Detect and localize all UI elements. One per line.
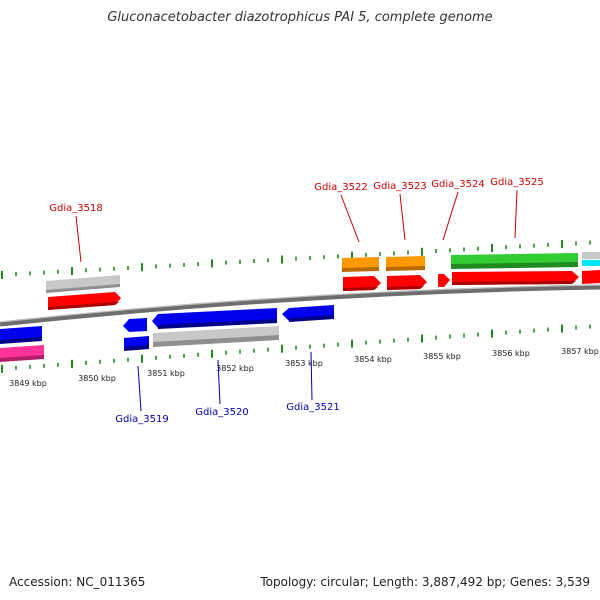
lower-tick-track xyxy=(1,324,591,373)
leader-line xyxy=(137,365,142,412)
leader-line xyxy=(310,351,313,401)
scale-label: 3850 kbp xyxy=(78,374,116,383)
leader-line xyxy=(399,193,406,241)
cds-feature-shadow xyxy=(387,286,424,290)
forward-gene-track xyxy=(46,252,600,310)
cds-feature-shadow xyxy=(48,302,119,310)
leader-line xyxy=(75,215,82,263)
leader-line xyxy=(442,191,459,241)
upper-tick-track xyxy=(1,240,591,279)
gene-label-gdia-3523[interactable]: Gdia_3523 xyxy=(373,181,426,192)
cds-feature-shadow xyxy=(343,287,378,291)
genome-title: Gluconacetobacter diazotrophicus PAI 5, … xyxy=(107,10,493,25)
cds-feature-shadow xyxy=(289,315,334,322)
scale-label: 3854 kbp xyxy=(354,355,392,364)
scale-label-group: 3849 kbp 3850 kbp 3851 kbp 3852 kbp 3853 kbp… xyxy=(9,347,599,388)
scale-label: 3852 kbp xyxy=(216,364,254,373)
gene-feature-shadow xyxy=(46,284,120,293)
gene-label-gdia-3518[interactable]: Gdia_3518 xyxy=(49,203,102,214)
leader-line xyxy=(217,359,221,405)
gene-label-gdia-3525[interactable]: Gdia_3525 xyxy=(490,177,543,188)
gene-feature[interactable] xyxy=(582,252,600,259)
gene-feature[interactable] xyxy=(582,260,600,266)
scale-label: 3851 kbp xyxy=(147,369,185,378)
scale-label: 3857 kbp xyxy=(561,347,599,356)
cds-feature-shadow xyxy=(158,319,277,329)
scale-label: 3855 kbp xyxy=(423,352,461,361)
gene-feature-shadow xyxy=(124,345,149,351)
genome-backbone xyxy=(0,284,600,327)
gene-feature-shadow xyxy=(153,335,279,347)
gene-feature-shadow xyxy=(342,267,379,272)
gene-label-gdia-3520[interactable]: Gdia_3520 xyxy=(195,407,248,418)
gene-feature-shadow xyxy=(0,355,44,362)
gene-label-group: Gdia_3518 Gdia_3522 Gdia_3523 Gdia_3524 … xyxy=(49,177,543,425)
cds-feature-shadow xyxy=(452,281,576,285)
cds-feature-shadow xyxy=(0,337,42,344)
gene-feature[interactable] xyxy=(386,256,425,269)
leader-line xyxy=(340,194,360,243)
gene-feature-shadow xyxy=(451,262,578,269)
gene-label-gdia-3519[interactable]: Gdia_3519 xyxy=(115,414,168,425)
genome-backbone-highlight xyxy=(0,284,600,323)
genome-summary-text: Topology: circular; Length: 3,887,492 bp… xyxy=(260,575,590,589)
gene-label-gdia-3524[interactable]: Gdia_3524 xyxy=(431,179,484,190)
gene-feature[interactable] xyxy=(46,275,120,292)
scale-label: 3849 kbp xyxy=(9,379,47,388)
accession-text: Accession: NC_011365 xyxy=(9,575,146,589)
leader-line xyxy=(514,189,518,239)
cds-feature[interactable] xyxy=(438,274,450,287)
scale-label: 3856 kbp xyxy=(492,349,530,358)
scale-label: 3853 kbp xyxy=(285,359,323,368)
gene-label-gdia-3521[interactable]: Gdia_3521 xyxy=(286,402,339,413)
gene-feature[interactable] xyxy=(342,257,379,270)
cds-feature[interactable] xyxy=(582,270,600,284)
gene-label-gdia-3522[interactable]: Gdia_3522 xyxy=(314,182,367,193)
reverse-gene-track xyxy=(0,305,334,362)
gene-feature-shadow xyxy=(386,266,425,271)
cds-feature[interactable] xyxy=(123,318,147,332)
